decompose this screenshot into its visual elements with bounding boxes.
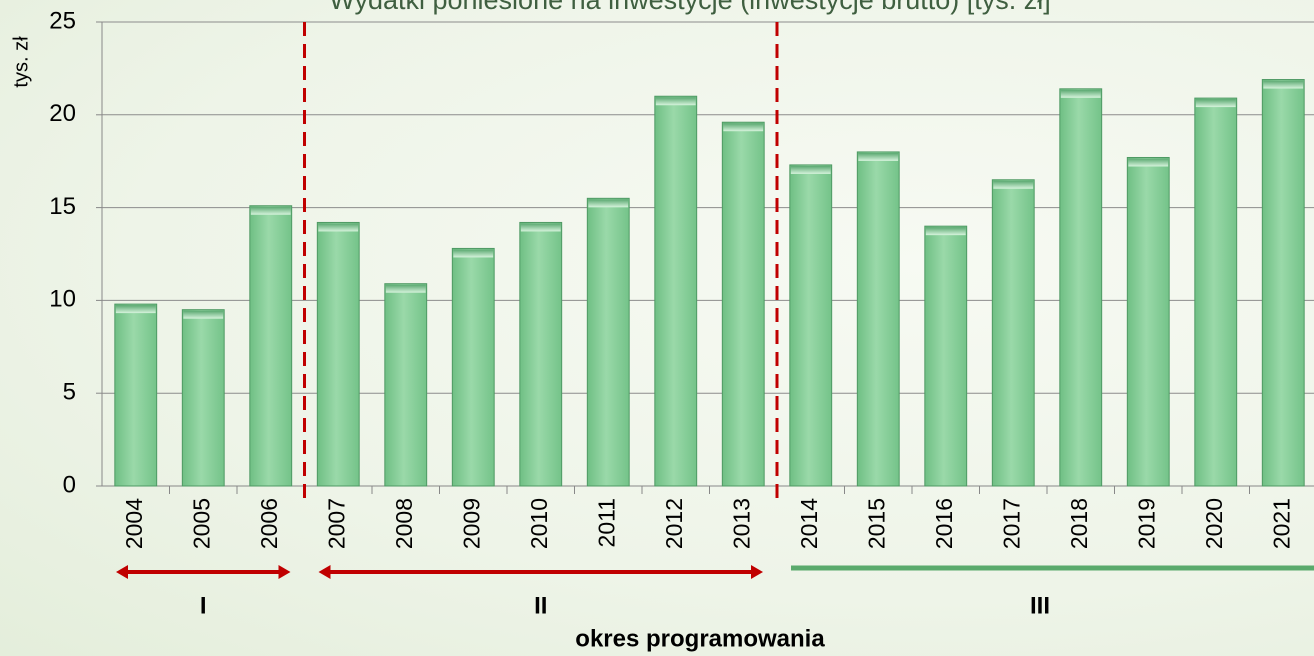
x-tick-label: 2020: [1201, 498, 1227, 549]
bar-cap: [318, 223, 358, 231]
y-tick-label: 25: [49, 7, 76, 34]
bar: [1127, 157, 1169, 486]
bar-cap: [1196, 99, 1236, 107]
period-label: II: [534, 592, 547, 619]
bar-cap: [723, 123, 763, 131]
x-tick-label: 2019: [1133, 498, 1159, 549]
bar: [587, 198, 629, 486]
bar-cap: [453, 249, 493, 257]
bar: [115, 304, 157, 486]
bar-cap: [791, 166, 831, 174]
y-tick-label: 10: [49, 286, 76, 313]
x-tick-label: 2016: [931, 498, 957, 549]
page: Wydatki poniesione na inwestycje (inwest…: [0, 0, 1314, 656]
period-label: I: [200, 592, 207, 619]
bar-cap: [858, 153, 898, 161]
bar: [722, 122, 764, 486]
x-tick-label: 2008: [391, 498, 417, 549]
x-axis-label: okres programowania: [575, 625, 825, 652]
bar: [385, 284, 427, 486]
x-tick-label: 2009: [458, 498, 484, 549]
bar-cap: [1061, 90, 1101, 98]
bar: [182, 310, 224, 486]
x-tick-label: 2007: [323, 498, 349, 549]
y-tick-label: 20: [49, 100, 76, 127]
bar-cap: [386, 285, 426, 293]
bar-cap: [116, 305, 156, 313]
bar-cap: [993, 181, 1033, 189]
bar: [992, 180, 1034, 486]
bar: [925, 226, 967, 486]
bar: [1060, 89, 1102, 486]
x-tick-label: 2010: [526, 498, 552, 549]
bar-cap: [1263, 81, 1303, 89]
bar: [452, 248, 494, 486]
x-tick-label: 2004: [121, 498, 147, 549]
bar: [857, 152, 899, 486]
y-tick-label: 0: [63, 471, 76, 498]
y-tick-label: 15: [49, 193, 76, 220]
bar: [317, 222, 359, 486]
x-tick-label: 2014: [796, 498, 822, 549]
bar-cap: [1128, 158, 1168, 166]
bar-cap: [588, 199, 628, 207]
bar-cap: [926, 227, 966, 235]
bar: [655, 96, 697, 486]
x-tick-label: 2018: [1066, 498, 1092, 549]
bar-cap: [656, 97, 696, 105]
bar-cap: [251, 207, 291, 215]
x-tick-label: 2011: [593, 498, 619, 547]
bar-cap: [183, 311, 223, 319]
bar: [250, 206, 292, 486]
y-axis-label: tys. zł: [10, 36, 32, 88]
chart-title: Wydatki poniesione na inwestycje (inwest…: [329, 0, 1051, 15]
x-tick-label: 2013: [728, 498, 754, 549]
period-label: III: [1030, 592, 1050, 619]
x-tick-label: 2006: [256, 498, 282, 549]
bar: [1195, 98, 1237, 486]
bar: [790, 165, 832, 486]
x-tick-label: 2015: [863, 498, 889, 549]
bar-cap: [521, 223, 561, 231]
chart: Wydatki poniesione na inwestycje (inwest…: [0, 0, 1314, 656]
x-tick-label: 2017: [998, 498, 1024, 549]
x-tick-label: 2021: [1268, 498, 1294, 549]
bar: [520, 222, 562, 486]
y-tick-label: 5: [63, 379, 76, 406]
x-tick-label: 2005: [188, 498, 214, 549]
bar: [1262, 80, 1304, 486]
x-tick-label: 2012: [661, 498, 687, 549]
